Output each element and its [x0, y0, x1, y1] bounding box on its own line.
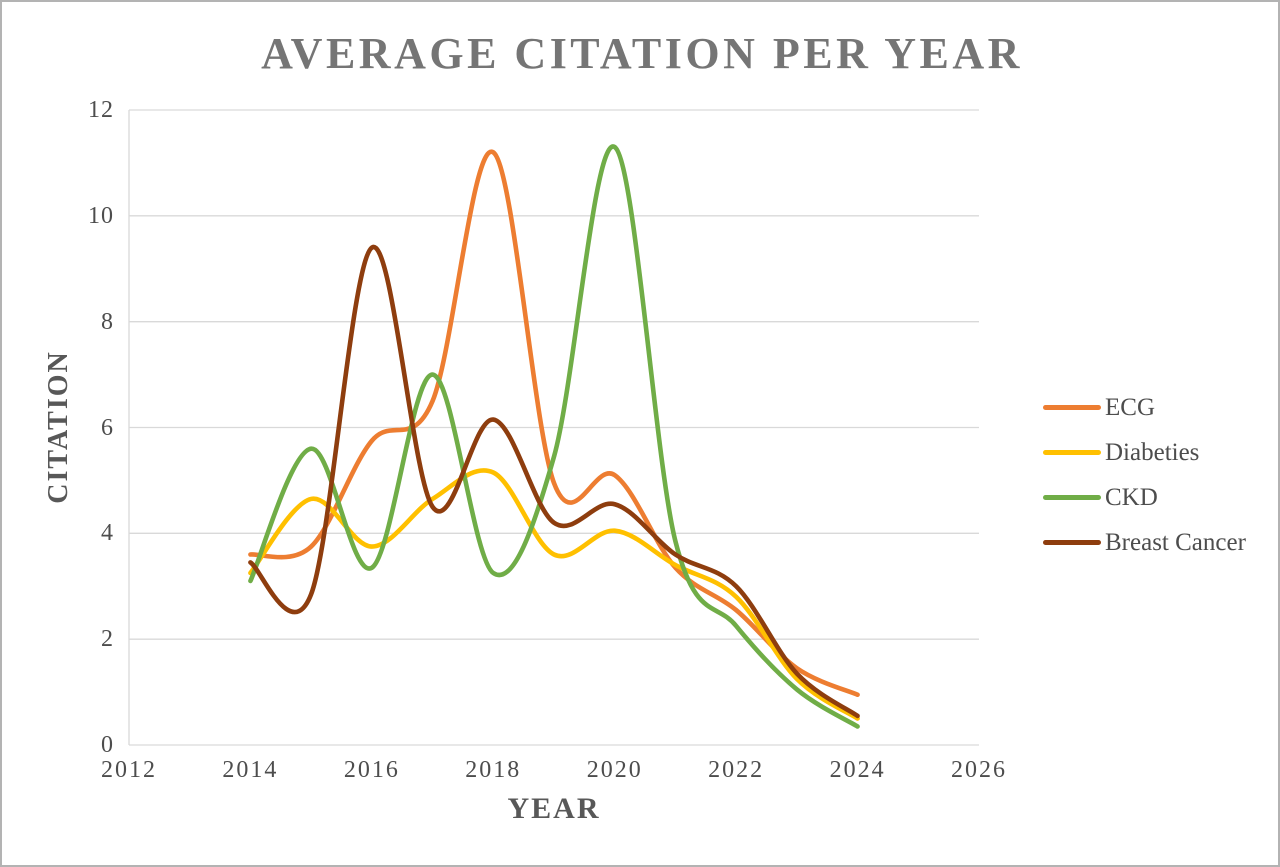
series-line-ecg: [248, 149, 860, 698]
legend-label: ECG: [1105, 393, 1155, 421]
series-line-breast-cancer: [248, 245, 860, 719]
y-tick-label: 2: [101, 626, 114, 653]
legend-swatch: [1043, 495, 1101, 500]
legend-item: Diabeties: [1043, 430, 1246, 475]
y-tick-label: 12: [88, 97, 114, 123]
legend: ECG Diabeties CKD Breast Cancer: [1043, 385, 1246, 565]
x-tick-label: 2014: [222, 757, 279, 783]
x-tick-label: 2012: [101, 757, 157, 783]
y-tick-label: 8: [101, 308, 114, 335]
legend-label: Breast Cancer: [1105, 528, 1246, 556]
y-tick-label: 10: [88, 202, 114, 229]
legend-label: Diabeties: [1105, 438, 1200, 466]
legend-swatch: [1043, 450, 1101, 455]
legend-item: CKD: [1043, 475, 1246, 520]
x-axis-title: YEAR: [507, 792, 601, 825]
legend-item: Breast Cancer: [1043, 520, 1246, 565]
y-tick-label: 0: [101, 732, 114, 758]
chart-title: AVERAGE CITATION PER YEAR: [261, 29, 1023, 78]
legend-swatch: [1043, 405, 1101, 410]
y-tick-label: 6: [101, 414, 114, 441]
x-tick-label: 2016: [343, 757, 400, 783]
legend-item: ECG: [1043, 385, 1246, 430]
x-tick-label: 2022: [708, 757, 765, 783]
series-line-ckd: [248, 144, 860, 729]
legend-label: CKD: [1105, 483, 1158, 511]
y-axis-title: CITATION: [43, 350, 74, 504]
x-tick-label: 2024: [829, 757, 886, 783]
y-tick-label: 4: [101, 520, 114, 547]
x-tick-label: 2020: [586, 757, 643, 783]
x-tick-label: 2026: [951, 757, 1007, 783]
legend-swatch: [1043, 540, 1101, 545]
x-tick-label: 2018: [465, 757, 522, 783]
